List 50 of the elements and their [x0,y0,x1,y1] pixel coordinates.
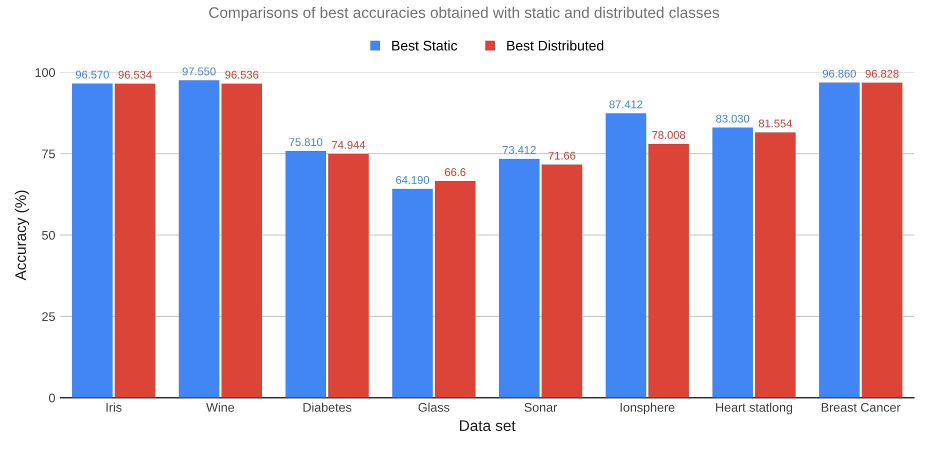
bar [819,82,860,398]
data-label: 96.534 [118,70,152,79]
bar [712,128,753,398]
data-label: 96.860 [822,70,856,78]
bar [392,188,433,398]
bar [755,132,796,398]
x-tick-label: Diabetes [303,402,352,412]
data-label: 97.550 [182,67,216,76]
data-label: 96.536 [225,70,258,79]
x-tick-label: Ionsphere [620,402,675,414]
x-tick-label: Iris [106,402,122,412]
y-tick-label: 75 [42,150,55,158]
bar [542,164,582,398]
data-label: 78.008 [652,131,686,139]
x-tick-label: Heart statlong [716,402,792,414]
bar [862,82,902,398]
x-tick-label: Wine [206,402,234,412]
x-axis-title: Data set [460,420,516,432]
bar [72,83,113,398]
bar [221,84,262,398]
y-tick-label: 50 [42,230,55,240]
x-tick-label: Sonar [524,402,558,412]
data-label: 74.944 [332,141,366,149]
data-label: 73.412 [502,146,536,154]
data-label: 66.6 [444,168,466,176]
data-label: 87.412 [609,100,642,108]
legend-label: Best Distributed [507,40,604,51]
x-tick-label: Breast Cancer [822,402,900,412]
bar [606,113,646,398]
legend-label: Best Static [392,40,458,51]
bar [328,154,369,398]
bar [648,144,689,398]
data-label: 83.030 [716,114,750,123]
y-axis-title: Accuracy (%) [14,190,30,280]
chart-title: Comparisons of best accuracies obtained with static and distributed classes [209,6,720,22]
y-tick-label: 100 [36,68,55,77]
x-tick-label: Glass [418,402,450,412]
bar [178,80,220,398]
data-label: 64.190 [396,176,430,184]
data-label: 75.810 [289,138,322,146]
bar [114,84,156,398]
bar [286,151,326,398]
data-label: 81.554 [758,120,792,128]
y-tick-label: 25 [42,312,55,322]
y-tick-label: 0 [48,394,55,402]
data-label: 71.66 [548,152,576,160]
data-label: 96.570 [76,70,109,79]
data-label: 96.828 [866,70,899,78]
bar [434,181,476,398]
bar [498,158,540,398]
